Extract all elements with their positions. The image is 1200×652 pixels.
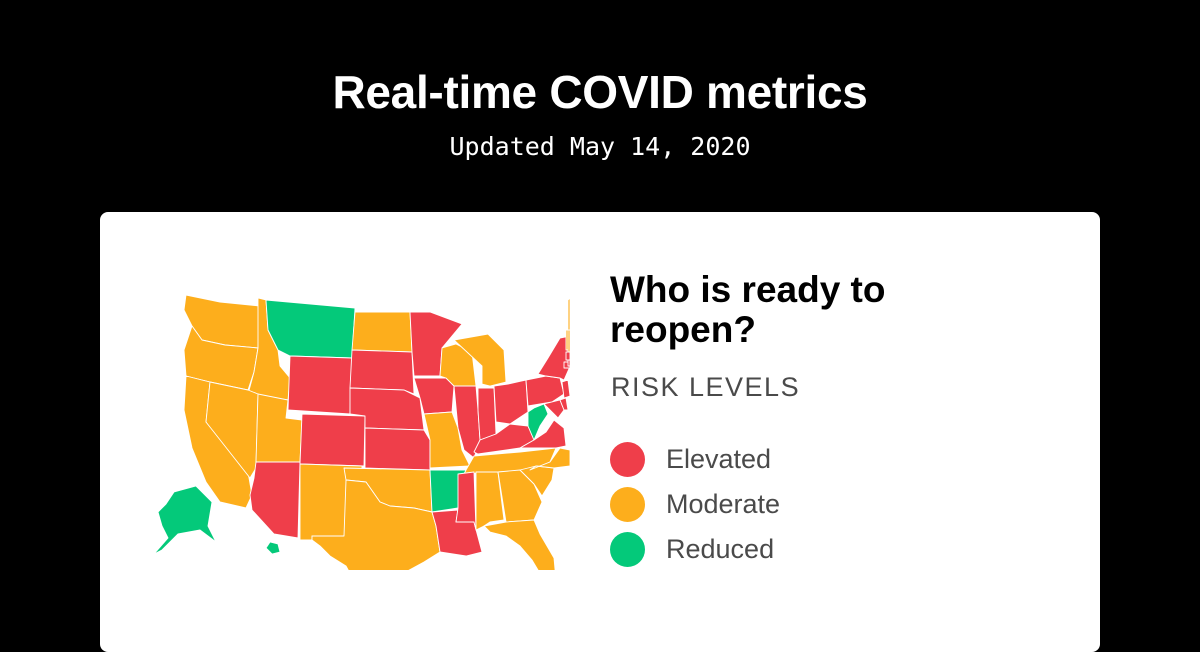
state-AZ[interactable] (249, 461, 301, 539)
state-CO[interactable] (299, 413, 366, 467)
state-VA[interactable] (519, 419, 567, 449)
state-MT[interactable] (265, 299, 356, 359)
elevated-dot-icon (610, 442, 645, 477)
state-NJ[interactable] (561, 379, 570, 399)
state-NC[interactable] (529, 447, 570, 471)
state-ND[interactable] (351, 311, 413, 353)
state-MD[interactable] (543, 399, 565, 419)
state-AK[interactable] (153, 485, 217, 555)
page-title: Real-time COVID metrics (332, 66, 868, 118)
legend-label-moderate: Moderate (666, 489, 781, 519)
legend-label-reduced: Reduced (666, 534, 775, 564)
state-SD[interactable] (349, 349, 415, 395)
state-ME[interactable] (567, 297, 570, 331)
state-KS[interactable] (364, 427, 431, 471)
risk-levels-heading: RISK LEVELS (611, 372, 801, 402)
us-risk-map (140, 290, 570, 570)
content-card: Who is ready to reopen? RISK LEVELS Elev… (100, 212, 1100, 652)
state-MS[interactable] (455, 471, 477, 531)
state-DE[interactable] (559, 397, 569, 411)
legend-label-elevated: Elevated (666, 444, 772, 474)
state-MO[interactable] (423, 411, 471, 469)
state-WY[interactable] (287, 355, 353, 415)
state-IN[interactable] (477, 387, 497, 441)
reduced-dot-icon (610, 532, 645, 567)
state-HI[interactable] (265, 541, 281, 555)
state-OH[interactable] (493, 379, 529, 425)
updated-date: Updated May 14, 2020 (449, 132, 751, 161)
state-OR[interactable] (183, 325, 259, 391)
state-MA[interactable] (565, 351, 570, 361)
panel-title: Who is ready to reopen? (610, 269, 886, 350)
moderate-dot-icon (610, 487, 645, 522)
state-WV[interactable] (527, 403, 549, 441)
state-MI[interactable] (453, 333, 507, 387)
state-RI[interactable] (567, 359, 570, 367)
state-FL[interactable] (483, 519, 556, 570)
state-TX[interactable] (311, 479, 441, 570)
state-NY[interactable] (537, 335, 570, 381)
